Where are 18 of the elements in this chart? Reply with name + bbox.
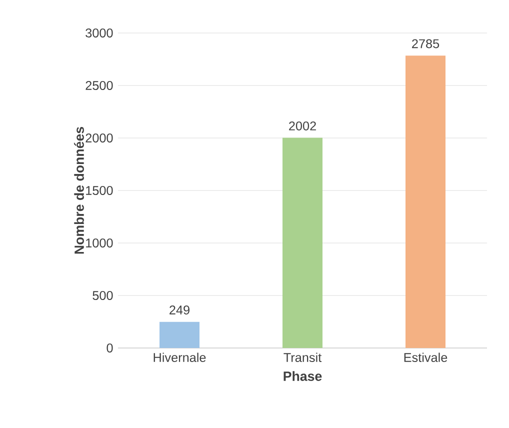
data-label: 2785 <box>412 39 440 48</box>
bar <box>282 138 323 348</box>
x-tick-label: Transit <box>284 352 322 362</box>
data-label: 249 <box>170 306 190 314</box>
y-tick-label: 3000 <box>86 28 113 38</box>
bar <box>160 322 200 348</box>
y-tick-label: 500 <box>92 291 113 300</box>
y-tick-label: 2000 <box>86 134 113 142</box>
y-tick-label: 1500 <box>86 186 113 195</box>
y-tick-label: 2500 <box>86 81 113 90</box>
data-label: 2002 <box>289 121 316 130</box>
x-tick-label: Estivale <box>404 352 448 362</box>
y-tick-label: 1000 <box>86 238 113 248</box>
y-axis-title: Nombre de données <box>74 126 84 254</box>
x-axis-title: Phase <box>284 371 322 381</box>
y-tick-label: 0 <box>106 344 113 352</box>
x-tick-label: Hivernale <box>154 352 206 362</box>
bar <box>406 56 446 348</box>
